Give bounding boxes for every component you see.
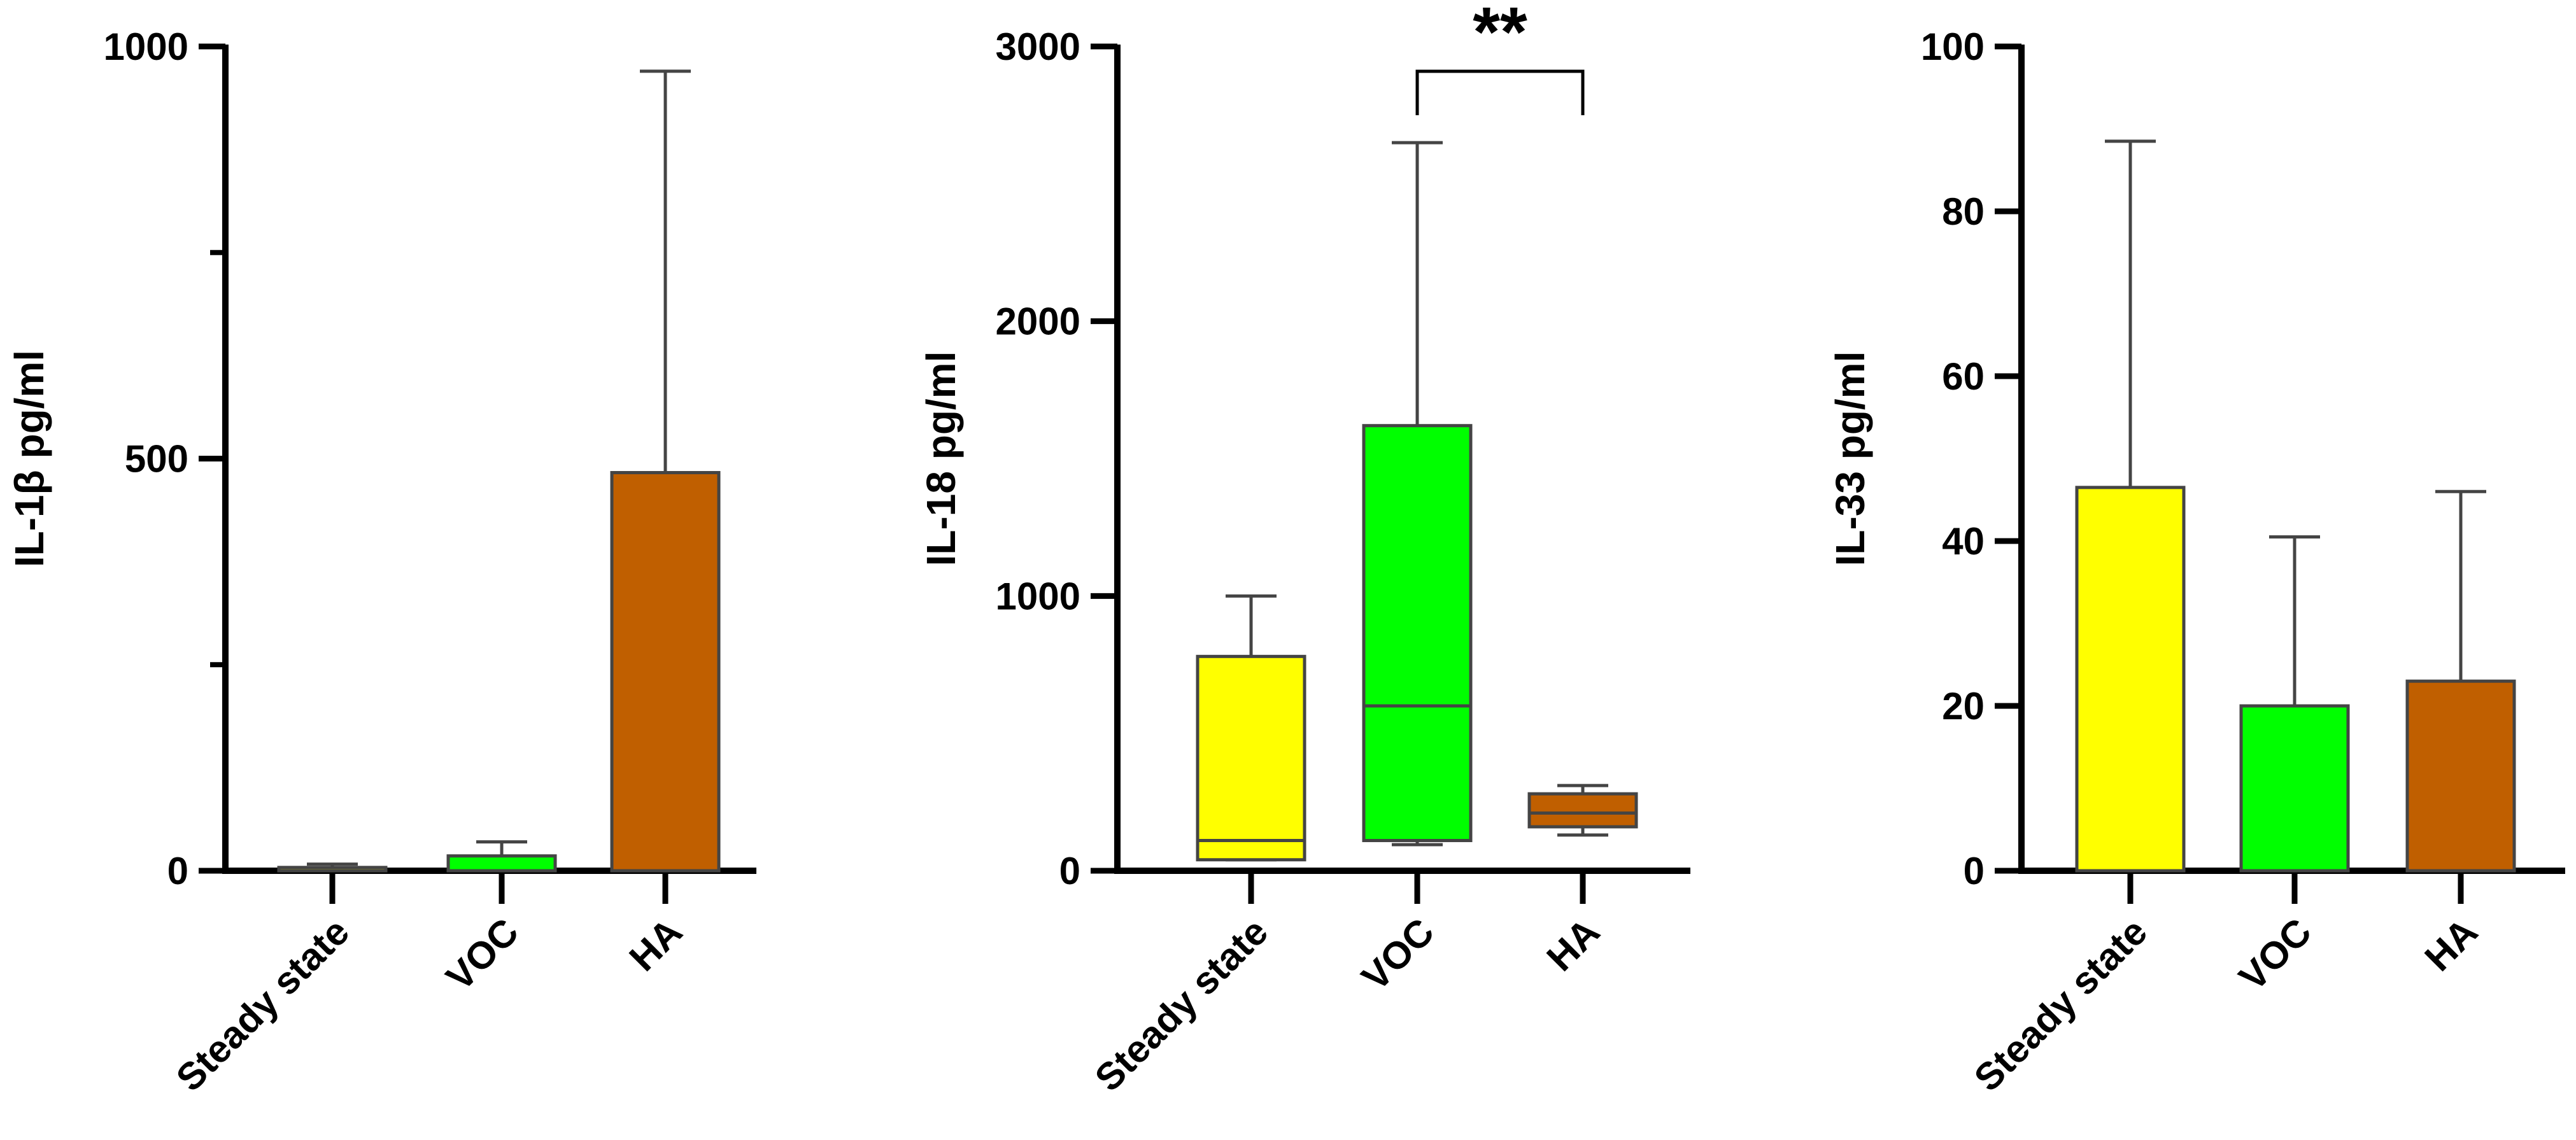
- x-tick-label: HA: [1539, 910, 1608, 980]
- bar: [277, 866, 388, 873]
- box: [1362, 424, 1473, 843]
- box: [1196, 654, 1306, 862]
- y-axis-label: IL-1β pg/ml: [6, 350, 52, 567]
- y-tick-label: 500: [125, 438, 188, 481]
- x-tick-label: Steady state: [168, 910, 357, 1099]
- significance-bracket: [1415, 69, 1585, 115]
- x-tick-label: Steady state: [1966, 910, 2155, 1099]
- y-tick-label: 60: [1942, 355, 1985, 398]
- bar: [610, 471, 721, 873]
- y-tick-label: 1000: [996, 575, 1080, 617]
- y-tick-label: 0: [1964, 850, 1985, 892]
- x-tick-label: VOC: [2231, 910, 2319, 999]
- y-tick-label: 40: [1942, 520, 1985, 563]
- x-tick-label: HA: [2417, 910, 2486, 980]
- y-tick-label: 20: [1942, 685, 1985, 728]
- bar: [446, 854, 557, 873]
- bar: [2405, 679, 2516, 873]
- x-tick-label: VOC: [1354, 910, 1442, 999]
- bar: [2239, 704, 2350, 873]
- y-tick-label: 100: [1921, 25, 1985, 68]
- y-axis-label: IL-18 pg/ml: [918, 351, 964, 566]
- y-tick-label: 3000: [996, 25, 1080, 68]
- box: [1527, 792, 1638, 829]
- x-tick-label: HA: [621, 910, 691, 980]
- bar: [2075, 486, 2186, 873]
- y-axis-label: IL-33 pg/ml: [1827, 351, 1873, 566]
- chart-panel-2: 0 1000 2000 3000 IL-18 pg/ml Steady state VOC H…: [918, 0, 1690, 1099]
- x-tick-label: Steady state: [1087, 910, 1276, 1099]
- x-tick-label: VOC: [438, 910, 527, 999]
- chart-panel-1: 0 500 1000 IL-1β pg/ml Steady state VOC HA: [6, 25, 756, 1099]
- y-tick-label: 2000: [996, 300, 1080, 343]
- y-tick-label: 0: [167, 850, 188, 892]
- chart-panel-3: 0 20 40 60 80 100 IL-33 pg/ml Steady state VOC HA: [1827, 25, 2565, 1099]
- significance-label: **: [1473, 0, 1527, 71]
- y-tick-label: 80: [1942, 190, 1985, 233]
- y-tick-label: 0: [1059, 850, 1080, 892]
- y-tick-label: 1000: [104, 25, 188, 68]
